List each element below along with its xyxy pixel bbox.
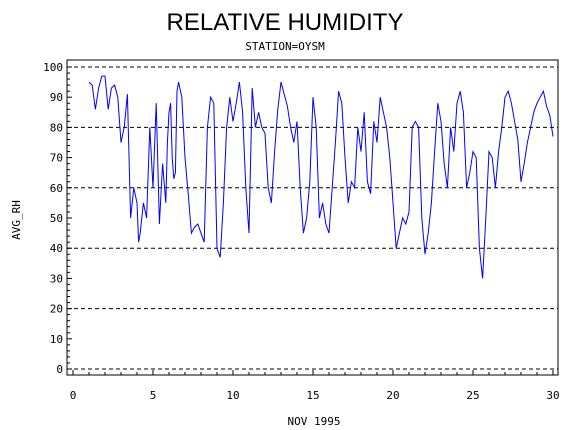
y-tick-label: 30 xyxy=(50,272,63,285)
y-tick-label: 60 xyxy=(50,182,63,195)
y-axis-label: AVG_RH xyxy=(10,200,23,240)
plot-area: 0 10 20 30 40 50 60 70 80 90 100 0 5 10 15 20 25 30 xyxy=(43,59,560,402)
x-axis-label: NOV 1995 xyxy=(288,415,341,428)
x-tick-label: 5 xyxy=(150,389,157,402)
y-tick-label: 40 xyxy=(50,242,63,255)
x-tick-label: 10 xyxy=(226,389,239,402)
y-tick-label: 0 xyxy=(56,363,63,376)
x-tick-label: 0 xyxy=(70,389,77,402)
y-tick-label: 100 xyxy=(43,61,63,74)
y-tick-label: 10 xyxy=(50,333,63,346)
y-tick-label: 20 xyxy=(50,303,63,316)
y-tick-label: 90 xyxy=(50,91,63,104)
chart-title: RELATIVE HUMIDITY xyxy=(167,9,404,36)
chart-subtitle: STATION=OYSM xyxy=(245,40,325,53)
y-tick-label: 70 xyxy=(50,152,63,165)
x-tick-label: 25 xyxy=(466,389,479,402)
x-tick-label: 30 xyxy=(546,389,559,402)
y-tick-label: 50 xyxy=(50,212,63,225)
series-line xyxy=(88,75,554,279)
x-tick-label: 15 xyxy=(306,389,319,402)
x-tick-label: 20 xyxy=(386,389,399,402)
y-tick-label: 80 xyxy=(50,121,63,134)
